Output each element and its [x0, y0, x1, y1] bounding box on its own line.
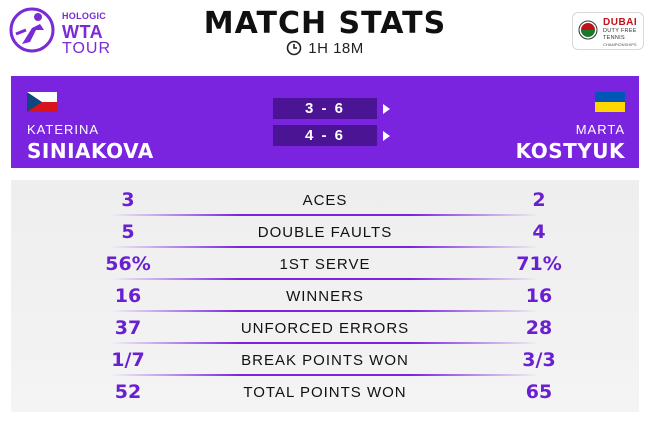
stat-row-aces: 3 ACES 2	[11, 184, 639, 216]
stat-left-value: 52	[114, 381, 142, 403]
stat-label: DOUBLE FAULTS	[257, 224, 393, 241]
row-divider	[111, 374, 539, 376]
stat-right-value: 4	[532, 221, 546, 243]
duration-value: 1H 18M	[308, 40, 364, 57]
header: HOLOGIC WTA TOUR MATCH STATS 1H 18M DUBA…	[0, 0, 650, 72]
player-right-last-name: KOSTYUK	[515, 139, 625, 163]
row-divider	[111, 246, 539, 248]
stat-row-unforced-errors: 37 UNFORCED ERRORS 28	[11, 312, 639, 344]
match-duration: 1H 18M	[0, 40, 650, 57]
row-divider	[111, 310, 539, 312]
set-score-1: 3 - 6	[273, 98, 377, 119]
czech-flag-icon	[27, 92, 57, 112]
player-right-first-name: MARTA	[575, 122, 625, 137]
stat-left-value: 5	[121, 221, 135, 243]
brand-sponsor: HOLOGIC	[62, 11, 107, 21]
wta-logo: HOLOGIC WTA TOUR	[8, 6, 128, 57]
row-divider	[111, 342, 539, 344]
set-score-2: 4 - 6	[273, 125, 377, 146]
play-arrow-icon	[383, 131, 390, 141]
page-title: MATCH STATS	[203, 6, 447, 41]
stat-label: UNFORCED ERRORS	[240, 320, 410, 337]
stat-right-value: 28	[525, 317, 553, 339]
stat-label: BREAK POINTS WON	[241, 352, 409, 369]
stat-label: TOTAL POINTS WON	[243, 384, 407, 401]
stat-row-double-faults: 5 DOUBLE FAULTS 4	[11, 216, 639, 248]
stat-left-value: 1/7	[111, 349, 145, 371]
stat-row-first-serve: 56% 1ST SERVE 71%	[11, 248, 639, 280]
event-emblem-icon	[578, 20, 598, 40]
player-left-last-name: SINIAKOVA	[27, 139, 154, 163]
stat-row-total-points-won: 52 TOTAL POINTS WON 65	[11, 376, 639, 408]
stat-right-value: 2	[532, 189, 546, 211]
brand-name: WTA	[62, 22, 104, 42]
stat-label: 1ST SERVE	[279, 256, 371, 273]
ukraine-flag-icon	[595, 92, 625, 112]
stat-right-value: 3/3	[522, 349, 556, 371]
event-logo-line4: CHAMPIONSHIPS	[603, 42, 637, 47]
stat-left-value: 16	[114, 285, 142, 307]
stat-left-value: 56%	[105, 253, 151, 275]
event-logo: DUBAI DUTY FREE TENNIS CHAMPIONSHIPS	[572, 12, 644, 50]
player-left-first-name: KATERINA	[27, 122, 100, 137]
stat-label: WINNERS	[286, 288, 364, 305]
event-logo-line2: DUTY FREE	[603, 28, 637, 34]
stat-right-value: 65	[525, 381, 553, 403]
play-arrow-icon	[383, 104, 390, 114]
stat-right-value: 16	[525, 285, 553, 307]
stat-row-break-points-won: 1/7 BREAK POINTS WON 3/3	[11, 344, 639, 376]
event-logo-line1: DUBAI	[603, 17, 638, 28]
row-divider	[111, 278, 539, 280]
row-divider	[111, 214, 539, 216]
stat-row-winners: 16 WINNERS 16	[11, 280, 639, 312]
clock-icon	[286, 40, 302, 56]
stat-right-value: 71%	[516, 253, 562, 275]
event-logo-line3: TENNIS	[603, 35, 625, 41]
stat-left-value: 3	[121, 189, 135, 211]
stat-left-value: 37	[114, 317, 142, 339]
stats-table: 3 ACES 2 5 DOUBLE FAULTS 4 56% 1ST SERVE…	[11, 180, 639, 412]
brand-tour: TOUR	[62, 40, 112, 57]
wta-logo-icon	[9, 7, 55, 53]
player-right: MARTA KOSTYUK	[516, 122, 625, 163]
player-left: KATERINA SINIAKOVA	[27, 122, 154, 163]
stat-label: ACES	[302, 192, 348, 209]
score-banner: KATERINA SINIAKOVA 3 - 6 4 - 6 MARTA KOS…	[11, 76, 639, 168]
